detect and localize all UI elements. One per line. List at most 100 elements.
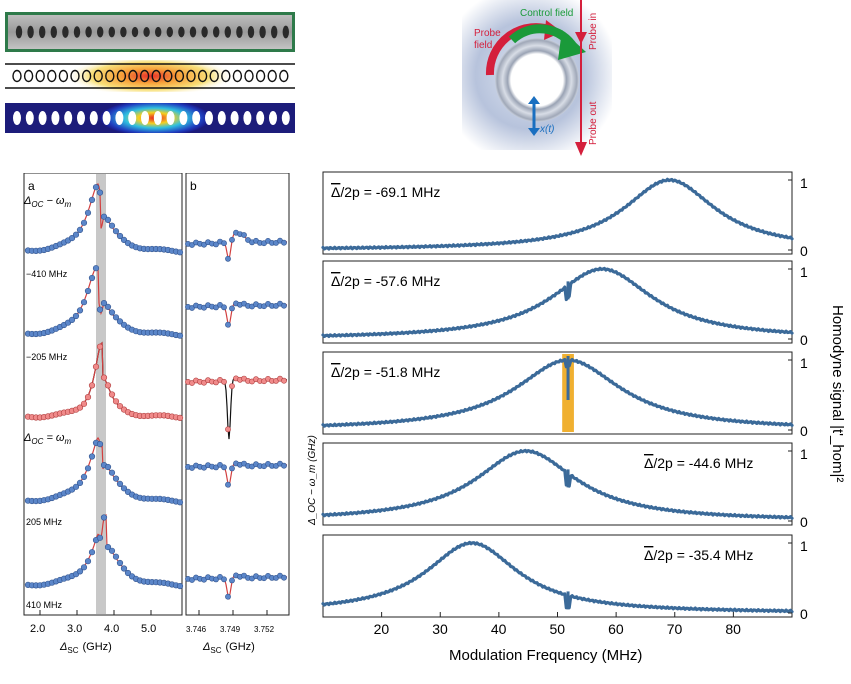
crystal-hole [224,26,231,38]
homodyne-chart: Δ/2p = -69.1 MHz 1 0 Δ/2p = -57.6 MHz 1 0 Δ/2p… [316,165,851,679]
panel-a-xlabel: ΔSC (GHz) [59,641,112,653]
panel-b-point [225,255,231,262]
panel-b-point [229,577,235,584]
xtick-label: 20 [374,621,390,637]
homodyne-trace-4 [321,448,794,520]
crystal-hole [201,26,208,38]
panel-a-point [96,306,104,313]
crystal-hole [50,26,57,38]
crystal-hole [153,111,162,125]
panel-a-point [120,485,128,492]
panel-a-point [96,189,104,196]
crystal-hole-outline [128,69,138,83]
crystal-hole-outline [12,69,22,83]
crystal-hole-outline [186,69,196,83]
panel-a-point [100,213,108,220]
panel-a-point [112,475,120,482]
crystal-hole-outline [197,69,208,83]
x-axis-title: Modulation Frequency (MHz) [449,647,642,664]
crystal-hole [230,111,239,125]
crystal-hole-outline [279,69,289,83]
crystal-hole [51,111,60,125]
panel-b-point [281,574,287,581]
xtick-label: 60 [608,621,624,637]
crystal-hole [115,111,124,125]
panel-a-point [92,184,100,191]
panel-a-point [76,307,84,314]
detuning-label-1: Δ/2p = -69.1 MHz [331,184,440,200]
panel-a-point [108,222,116,229]
crystal-hole-outline [47,69,57,83]
crystal-hole-outline [209,69,219,83]
crystal-hole [236,26,243,38]
panel-a-point [88,453,96,460]
panel-b-point [221,240,227,247]
panel-a-point [112,398,120,405]
xtick-label: 30 [432,621,448,637]
panel-b-point [225,593,231,600]
homodyne-panel-1 [322,171,793,255]
crystal-hole [128,111,137,125]
panel-b: b 3.746 3.749 3.752 ΔSC (GHz) [183,172,293,655]
detuning-label-4: Δ/2p = -44.6 MHz [644,455,753,471]
crystal-hole-outline [105,69,115,83]
panel-b-point [241,232,247,238]
xtick-label: 70 [667,621,683,637]
photonic-crystal-sem-image [5,12,295,52]
crystal-hole [62,26,69,38]
panel-a-point [176,414,184,421]
panel-b-ylabel-svg: Δ_OC − ω_m (GHz) [307,435,318,526]
panel-a-point [68,316,76,323]
panel-a-point [120,236,128,243]
panel-a-point [68,234,76,242]
detuning-label-symbol: Δ [644,455,653,471]
crystal-hole [102,111,111,125]
ytick-0-panel-3: 0 [800,423,808,439]
offset-label-4: 410 MHz [26,600,63,610]
crystal-hole-outline [174,69,185,83]
crystal-hole-outline [151,69,161,83]
control-field-label: Control field [520,8,573,19]
homodyne-trace-5 [321,540,794,614]
sem-image-svg [5,12,295,52]
panel-a-point [116,403,124,410]
homodyne-trace-3 [321,357,794,428]
panel-a-point [76,226,84,234]
panel-a-point [100,374,108,381]
panel-a-xtick-label: 4.0 [104,623,119,635]
crystal-hole-outline [232,69,243,83]
probe-out-label: Probe out [588,101,599,145]
crystal-hole [97,26,104,38]
panel-b-point [225,321,231,328]
detuning-label-value: /2p = -51.8 MHz [340,364,440,380]
detuning-label-value: /2p = -69.1 MHz [340,184,440,200]
panel-b-point [221,576,227,583]
crystal-hole-outline [139,69,150,83]
panel-a-xtick-label: 2.0 [30,623,45,635]
panel-a-center-label: ΔOC = ωm [23,432,72,446]
detuning-label-5: Δ/2p = -35.4 MHz [644,547,753,563]
crystal-hole-outline [35,69,45,83]
crystal-hole-outline [70,69,80,83]
crystal-hole [256,111,265,125]
panel-a-point [88,549,96,556]
crystal-hole [166,26,173,38]
crystal-hole [38,111,47,125]
panel-a-point [108,391,116,398]
panel-a-point [80,299,88,306]
panel-a-point [72,312,80,320]
panel-a-point [112,553,120,560]
panel-b-xtick-label: 3.752 [254,625,275,634]
crystal-hole [85,26,92,38]
panel-b-point [281,377,287,384]
crystal-hole [120,26,127,38]
panel-a-point [76,568,84,575]
detuning-label-symbol: Δ [331,364,340,380]
crystal-hole [281,111,290,125]
panel-b-point [213,241,219,248]
panel-a-point [176,583,184,590]
ytick-0-panel-5: 0 [800,606,808,622]
ytick-1-panel-4: 1 [800,446,808,462]
panel-b-letter: b [190,179,197,193]
panel-b-point [281,462,287,469]
